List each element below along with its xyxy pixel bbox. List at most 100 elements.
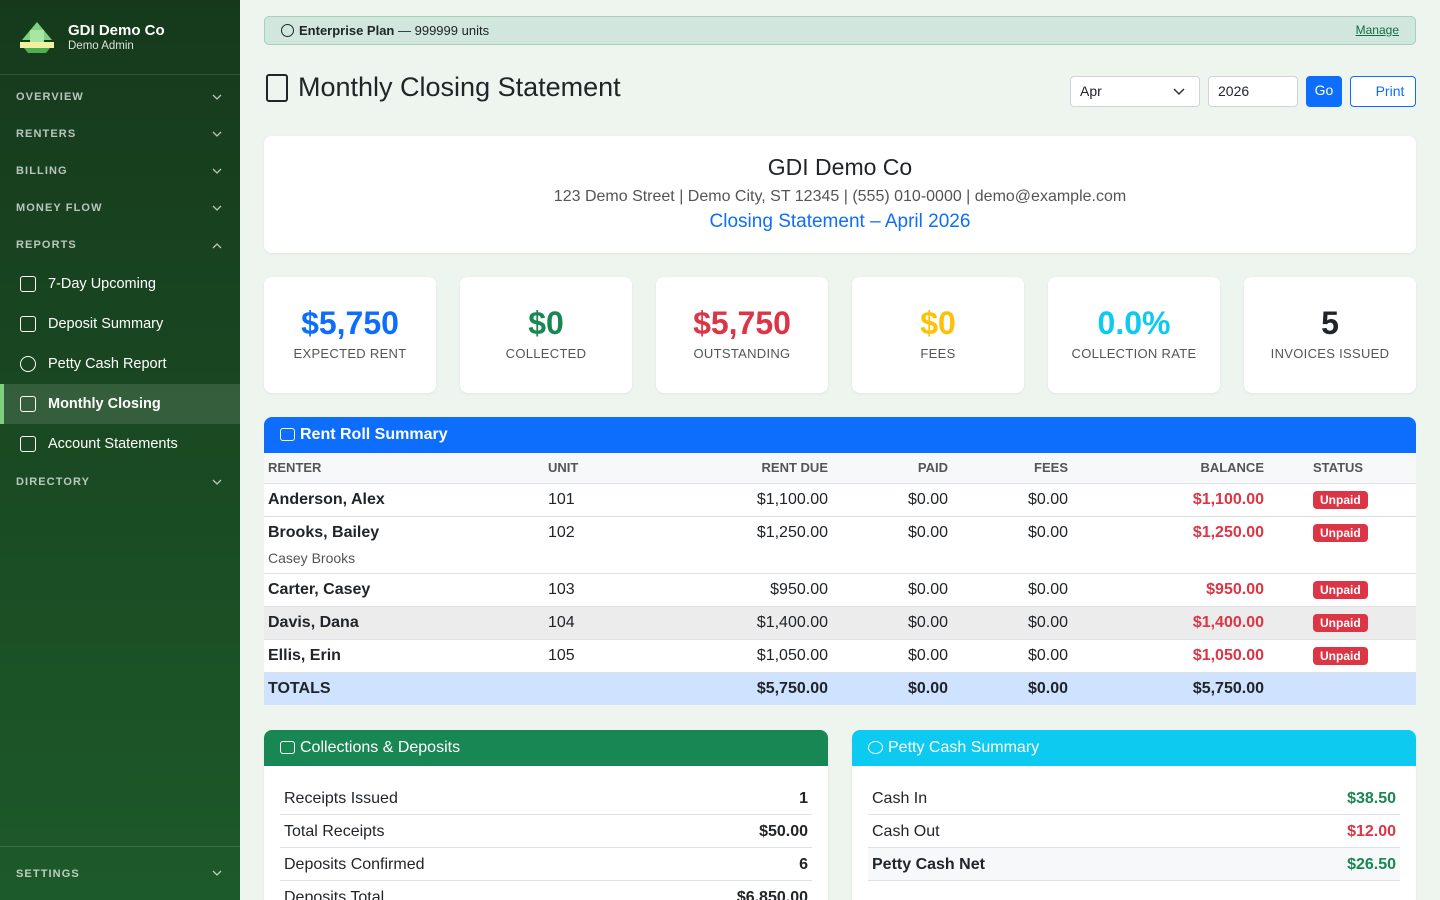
nav-section[interactable]: DIRECTORY [0, 464, 240, 501]
unit-cell: 105 [544, 639, 684, 673]
nav-section[interactable]: REPORTS [0, 227, 240, 264]
chevron-icon [1173, 88, 1185, 96]
go-button[interactable]: Go [1306, 76, 1342, 107]
status-badge: Unpaid [1313, 646, 1368, 665]
card-header: Collections & Deposits [264, 730, 828, 766]
nav-label: Deposit Summary [48, 316, 164, 332]
stat-card: $5,750 OUTSTANDING [656, 277, 828, 393]
row-value: $38.50 [1347, 790, 1396, 807]
nav-section[interactable]: OVERVIEW [0, 79, 240, 116]
totals-label: TOTALS [264, 672, 544, 705]
page-title: Monthly Closing Statement [298, 72, 621, 102]
logo [18, 20, 56, 54]
paid-cell: $0.00 [832, 639, 952, 673]
paid-cell: $0.00 [832, 483, 952, 517]
brand-name: GDI Demo Co [68, 22, 165, 39]
column-header: PAID [832, 453, 952, 484]
renter-row[interactable]: Davis, Dana 104 $1,400.00 $0.00 $0.00 $1,400.… [264, 606, 1416, 640]
status-cell: Unpaid [1268, 483, 1416, 517]
stat-card: $0 FEES [852, 277, 1024, 393]
paid-cell: $0.00 [832, 573, 952, 607]
balance-cell: $950.00 [1072, 573, 1268, 607]
company-card: GDI Demo Co 123 Demo Street | Demo City, … [264, 136, 1416, 253]
renter-row[interactable]: Ellis, Erin 105 $1,050.00 $0.00 $0.00 $1,050.… [264, 639, 1416, 673]
column-header: FEES [952, 453, 1072, 484]
chevron-icon [212, 205, 222, 211]
manage-link[interactable]: Manage [1355, 23, 1399, 37]
fees-cell: $0.00 [952, 606, 1072, 640]
chevron-icon [212, 243, 222, 249]
unit-cell: 101 [544, 483, 684, 517]
total-cell: $5,750.00 [1072, 672, 1268, 705]
renter-name: Anderson, Alex [268, 490, 385, 508]
sidebar: GDI Demo Co Demo Admin OVERVIEW RENTERS BILL… [0, 0, 240, 900]
renter-name: Brooks, Bailey [268, 523, 380, 541]
sidebar-footer: SETTINGS [0, 846, 240, 900]
row-label: Deposits Confirmed [284, 856, 425, 873]
status-cell: Unpaid [1268, 516, 1416, 574]
fees-cell: $0.00 [952, 639, 1072, 673]
paid-cell: $0.00 [832, 516, 952, 574]
total-cell: $0.00 [952, 672, 1072, 705]
summary-row: Cash Out $12.00 [868, 815, 1400, 848]
fees-cell: $0.00 [952, 516, 1072, 574]
renter-cell: Davis, Dana [264, 606, 544, 640]
stat-label: INVOICES ISSUED [1270, 346, 1390, 361]
summary-row: Total Receipts $50.00 [280, 815, 812, 848]
card-title: Collections & Deposits [300, 739, 461, 756]
stat-value: $0 [528, 305, 564, 341]
stat-label: FEES [920, 346, 956, 361]
nav-label: Monthly Closing [48, 396, 161, 412]
unit-cell: 102 [544, 516, 684, 574]
chevron-icon [212, 131, 222, 137]
header-icon [280, 741, 295, 754]
nav-icon [20, 276, 36, 292]
stat-label: COLLECTION RATE [1071, 346, 1197, 361]
chevron-icon [212, 870, 222, 876]
nav-section[interactable]: SETTINGS [0, 847, 240, 900]
row-value: 1 [799, 790, 808, 807]
nav-section[interactable]: MONEY FLOW [0, 190, 240, 227]
year-input[interactable]: 2026 [1208, 76, 1298, 107]
renter-cell: Carter, Casey [264, 573, 544, 607]
rent-due-cell: $950.00 [684, 573, 832, 607]
nav-item[interactable]: Deposit Summary [0, 304, 240, 344]
renter-cell: Anderson, Alex [264, 483, 544, 517]
summary-row: Receipts Issued 1 [280, 782, 812, 815]
column-header: UNIT [544, 453, 684, 484]
nav-icon [20, 396, 36, 412]
nav-item[interactable]: Monthly Closing [0, 384, 240, 424]
paid-cell: $0.00 [832, 606, 952, 640]
user-role: Demo Admin [68, 40, 134, 52]
status-badge: Unpaid [1313, 523, 1368, 542]
company-address: 123 Demo Street | Demo City, ST 12345 | … [553, 188, 1127, 205]
row-value: $6,850.00 [736, 889, 808, 900]
nav-label: Petty Cash Report [48, 356, 167, 372]
page-icon [266, 74, 288, 102]
renter-row[interactable]: Carter, Casey 103 $950.00 $0.00 $0.00 $950.00… [264, 573, 1416, 607]
row-value: 6 [799, 856, 808, 873]
card-title: Rent Roll Summary [300, 426, 448, 443]
nav-item[interactable]: Account Statements [0, 424, 240, 464]
stat-value: $5,750 [301, 305, 399, 341]
renter-row[interactable]: Brooks, Bailey Casey Brooks 102 $1,250.00 $0… [264, 516, 1416, 574]
fees-cell: $0.00 [952, 573, 1072, 607]
nav-item[interactable]: Petty Cash Report [0, 344, 240, 384]
nav-section[interactable]: RENTERS [0, 116, 240, 153]
month-select[interactable]: Apr [1070, 76, 1200, 107]
status-cell: Unpaid [1268, 639, 1416, 673]
unit-cell: 103 [544, 573, 684, 607]
nav-item[interactable]: 7-Day Upcoming [0, 264, 240, 304]
logo-graphic [20, 22, 54, 53]
nav-section[interactable]: BILLING [0, 153, 240, 190]
stat-value: $0 [920, 305, 956, 341]
unit-cell: 104 [544, 606, 684, 640]
header-row: RENTER UNIT RENT DUE PAID FEES BALANCE STATUS [264, 453, 1416, 484]
print-button[interactable]: Print [1350, 76, 1416, 107]
petty-cash-card: Petty Cash Summary Cash In $38.50 Cash Out $… [852, 730, 1416, 900]
column-header: RENTER [264, 453, 544, 484]
card-header: Petty Cash Summary [852, 730, 1416, 766]
nav-icon [20, 436, 36, 452]
renter-row[interactable]: Anderson, Alex 101 $1,100.00 $0.00 $0.00 $1,1… [264, 483, 1416, 517]
